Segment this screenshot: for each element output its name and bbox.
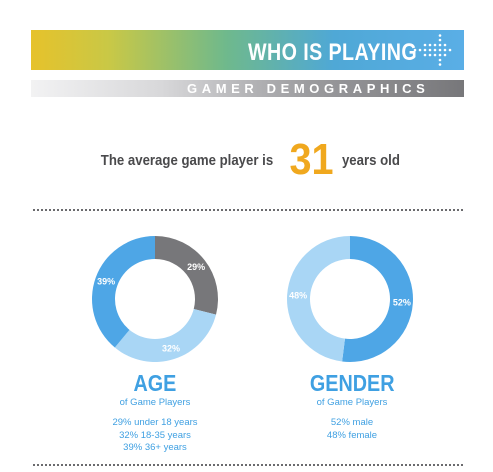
age-slice-label: 39% — [97, 276, 115, 286]
age-slice-36-years — [91, 236, 155, 348]
gender-slice-label: 52% — [393, 297, 411, 307]
gender-donut-chart: 52% 48% — [286, 236, 413, 362]
age-slice-18-35-years — [114, 308, 217, 362]
average-age-statement: The average game player is 31 years old — [0, 138, 493, 182]
age-detail-36-plus: 39% 36+ years — [123, 442, 187, 453]
age-detail-18-35: 32% 18-35 years — [119, 429, 191, 441]
gender-caption: GENDER of Game Players 52% male 48% fema… — [277, 371, 427, 442]
divider-bottom — [33, 464, 463, 466]
gender-slice-female — [286, 236, 350, 362]
age-slice-under-18-years — [155, 236, 218, 315]
age-slice-label: 29% — [187, 262, 205, 272]
gender-slice-label: 48% — [289, 291, 307, 301]
age-donut-chart: 29% 32% 39% — [91, 236, 218, 362]
gender-detail-male: 52% male — [330, 417, 374, 428]
average-suffix: years old — [341, 151, 400, 169]
subtitle-bar — [31, 80, 464, 97]
gender-title: GENDER — [309, 370, 395, 396]
average-age-number: 31 — [289, 135, 334, 184]
age-subtitle: of Game Players — [119, 397, 191, 408]
gender-detail-female: 48% female — [326, 429, 378, 441]
average-prefix: The average game player is — [100, 151, 274, 169]
gender-subtitle: of Game Players — [316, 397, 388, 408]
page-subtitle: GAMER DEMOGRAPHICS — [187, 81, 430, 96]
arrow-right-icon — [413, 34, 452, 66]
age-detail-under-18: 29% under 18 years — [112, 417, 198, 428]
age-slice-label: 32% — [162, 343, 180, 353]
gender-slice-male — [342, 236, 413, 362]
age-title: AGE — [133, 370, 177, 396]
page-title: WHO IS PLAYING — [248, 39, 418, 66]
header-banner — [31, 30, 464, 70]
divider-top — [33, 209, 463, 211]
age-caption: AGE of Game Players 29% under 18 years 3… — [80, 371, 230, 455]
